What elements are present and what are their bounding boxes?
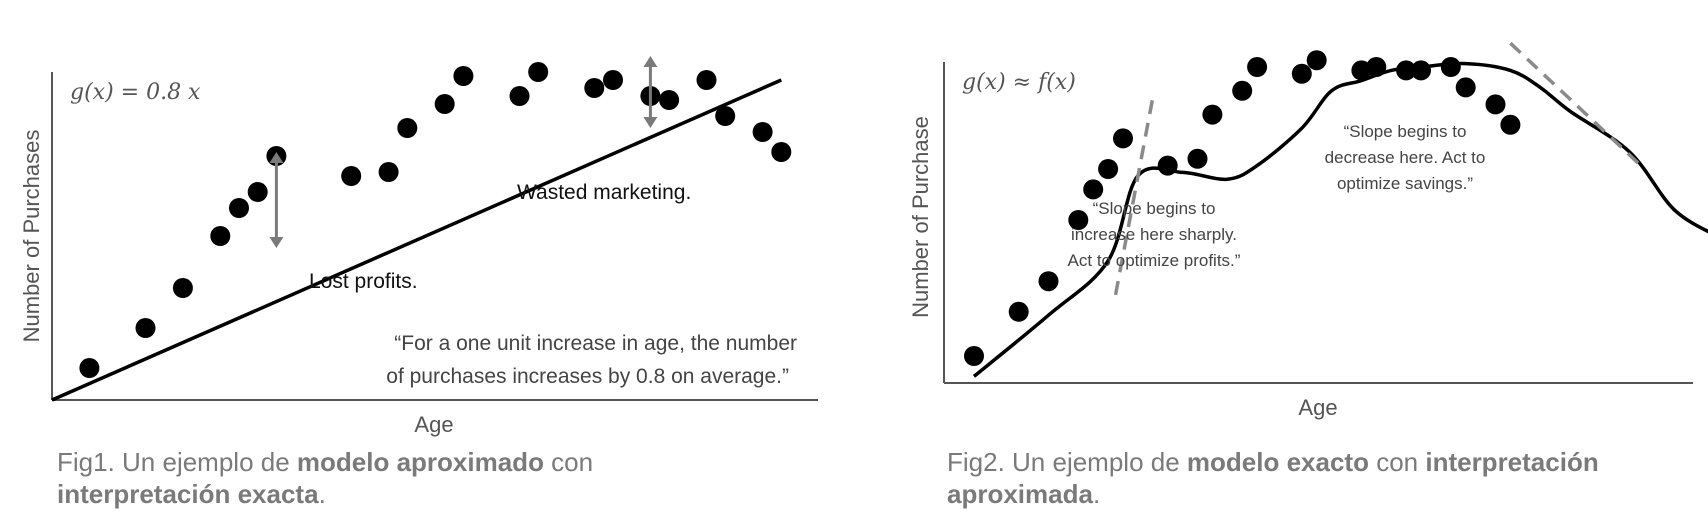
fig2-data-point: [1366, 57, 1387, 77]
fig2-data-point: [1187, 148, 1208, 169]
fig2-formula: g(x) ≈ f(x): [962, 70, 1076, 95]
fig1-data-point: [397, 118, 418, 138]
fig2-data-point: [1083, 179, 1104, 200]
fig1-data-point: [603, 70, 623, 90]
fig2-data-point: [964, 346, 984, 366]
fig1-caption-text: Fig1. Un ejemplo de: [57, 447, 297, 477]
fig2-note-2-line-2: decrease here. Act to: [1325, 148, 1486, 167]
fig1-data-point: [715, 106, 736, 126]
fig1-data-point: [135, 318, 156, 338]
fig1-caption-bold-2: interpretación exacta: [57, 479, 319, 509]
fig1-caption: Fig1. Un ejemplo de modelo aproximado co…: [57, 446, 817, 510]
fig1-data-point: [696, 70, 717, 90]
fig2-caption-mid: con: [1368, 447, 1426, 477]
fig1-double-arrow: [269, 152, 284, 248]
fig1-data-point: [771, 142, 792, 162]
fig2-data-point: [1291, 63, 1312, 84]
fig2-data-point: [1157, 155, 1178, 176]
fig2-data-point: [1008, 301, 1029, 322]
fig2-caption-bold-3: aproximada: [947, 479, 1093, 509]
fig1-data-points: [79, 62, 792, 378]
fig1-data-point: [172, 278, 193, 298]
fig2-data-point: [1411, 60, 1431, 81]
fig2-note-1-line-1: “Slope begins to: [1093, 199, 1216, 218]
fig1-data-point: [584, 78, 605, 98]
fig2-data-point: [1396, 60, 1417, 81]
fig2-data-point: [1068, 210, 1089, 230]
fig2-note-2-line-3: optimize savings.”: [1337, 174, 1473, 193]
fig1-y-axis-label: Number of Purchases: [19, 130, 44, 343]
fig1-quote-line-2: of purchases increases by 0.8 on average…: [386, 365, 789, 388]
fig1-data-point: [453, 66, 474, 86]
fig2-tangent-increase: [1113, 97, 1155, 296]
fig1-data-point: [434, 94, 455, 114]
fig2-note-1-line-2: increase here sharply.: [1071, 225, 1237, 244]
fig2-data-point: [1485, 94, 1506, 115]
fig2-data-point: [1500, 114, 1521, 135]
fig2-caption-end: .: [1092, 479, 1101, 509]
fig1-x-axis-label: Age: [414, 412, 453, 437]
fig2-caption-bold-1: modelo exacto: [1186, 447, 1369, 477]
fig2-data-point: [1306, 50, 1327, 71]
fig2-data-point: [1455, 77, 1476, 98]
fig1-data-point: [509, 86, 530, 106]
fig1-data-point: [79, 358, 100, 378]
fig1-double-arrow: [643, 56, 658, 128]
fig2-data-point: [1202, 104, 1223, 125]
fig1-data-point: [341, 166, 362, 186]
figure-1: g(x) = 0.8 x Number of Purchases Age Was…: [19, 56, 818, 437]
fig2-data-points: [964, 50, 1521, 366]
fig2-fit-curve: [972, 61, 1708, 378]
fig1-linear-fit-line: [51, 78, 783, 402]
fig2-x-axis-label: Age: [1298, 395, 1337, 420]
fig2-data-point: [1232, 80, 1253, 101]
fig2-caption-text: Fig2. Un ejemplo de: [947, 447, 1187, 477]
fig1-data-point: [752, 122, 773, 142]
fig2-y-axis-label: Number of Purchase: [908, 116, 933, 318]
fig2-data-point: [1351, 60, 1372, 81]
fig1-quote-line-1: “For a one unit increase in age, the num…: [394, 332, 797, 355]
fig1-caption-end: .: [318, 479, 326, 509]
fig2-data-point: [1440, 57, 1461, 77]
fig1-data-point: [378, 162, 399, 182]
fig2-data-point: [1098, 159, 1119, 179]
fig1-data-point: [229, 198, 249, 218]
fig1-wasted-marketing-label: Wasted marketing.: [517, 181, 691, 204]
fig1-data-point: [247, 182, 268, 202]
fig2-tangent-decrease: [1509, 41, 1646, 171]
fig1-caption-mid: con: [543, 447, 594, 477]
fig2-data-point: [1038, 271, 1059, 292]
fig2-caption-bold-2: interpretación: [1425, 447, 1599, 477]
fig2-data-point: [1247, 57, 1268, 77]
fig1-data-point: [210, 226, 231, 246]
fig1-data-point: [528, 62, 549, 82]
fig1-arrows: [269, 56, 658, 248]
fig2-note-2-line-1: “Slope begins to: [1344, 122, 1467, 141]
fig2-note-1-line-3: Act to optimize profits.”: [1068, 251, 1241, 270]
fig1-caption-bold-1: modelo aproximado: [296, 447, 544, 477]
fig1-lost-profits-label: Lost profits.: [309, 270, 418, 293]
fig2-data-point: [1113, 128, 1133, 149]
figure-2: g(x) ≈ f(x) Number of Purchase Age “Slop…: [908, 41, 1708, 420]
fig2-caption: Fig2. Un ejemplo de modelo exacto con in…: [947, 446, 1707, 510]
fig1-formula: g(x) = 0.8 x: [70, 80, 201, 105]
fig1-data-point: [659, 90, 680, 110]
